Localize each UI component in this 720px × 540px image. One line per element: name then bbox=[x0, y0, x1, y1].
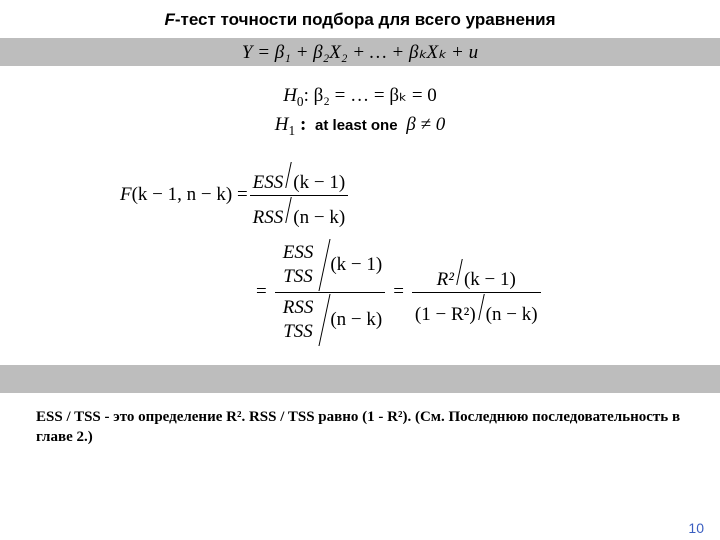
exp-frac-left: ESS TSS (k − 1) RSS TSS (n − k) bbox=[275, 238, 385, 347]
hypotheses-block: H0: β₂ = … = βₖ = 0 H1 : at least one β … bbox=[0, 84, 720, 139]
f-den: RSS (n − k) bbox=[250, 195, 348, 230]
nmk-2: (n − k) bbox=[330, 309, 382, 331]
TSS-2: TSS bbox=[280, 320, 316, 344]
nmk-3: (n − k) bbox=[486, 304, 538, 325]
note-text: ESS / TSS - это определение R². RSS / TS… bbox=[0, 393, 720, 448]
km1-2: (k − 1) bbox=[330, 254, 382, 276]
eq-1: = bbox=[256, 281, 267, 303]
slash-4 bbox=[476, 294, 486, 320]
R2-1: R² bbox=[437, 269, 454, 290]
equation-bar: Y = β₁ + β₂X₂ + … + βₖXₖ + u bbox=[0, 38, 720, 66]
h0-sub: 0 bbox=[297, 94, 304, 109]
exp-den-left: RSS TSS (n − k) bbox=[275, 292, 385, 347]
bigslash-2 bbox=[318, 294, 330, 346]
h0-body: : β₂ = … = βₖ = 0 bbox=[304, 85, 437, 106]
page-title: F-тест точности подбора для всего уравне… bbox=[0, 0, 720, 38]
rsstss-frac: RSS TSS bbox=[280, 296, 317, 344]
title-F: F bbox=[164, 10, 174, 29]
f-frac: ESS (k − 1) RSS (n − k) bbox=[250, 161, 348, 230]
separator-bar bbox=[0, 365, 720, 393]
ESS-1: ESS bbox=[253, 172, 284, 193]
ESS-2: ESS bbox=[280, 241, 317, 265]
F-label: F bbox=[120, 184, 132, 206]
esstss-frac: ESS TSS bbox=[280, 241, 317, 289]
f-expansion-row: = ESS TSS (k − 1) RSS TSS (n − k) = bbox=[120, 238, 720, 347]
h1-tail: β ≠ 0 bbox=[402, 114, 446, 135]
km1-1: (k − 1) bbox=[293, 172, 345, 193]
h1-colon: : bbox=[295, 114, 311, 135]
oneMinusR2: (1 − R²) bbox=[415, 304, 476, 325]
nmk-1: (n − k) bbox=[293, 207, 345, 228]
formula-area: F (k − 1, n − k) = ESS (k − 1) RSS (n − k)… bbox=[0, 161, 720, 347]
slash-2 bbox=[283, 197, 293, 223]
h0-H: H bbox=[283, 85, 297, 106]
h1-line: H1 : at least one β ≠ 0 bbox=[0, 114, 720, 139]
f-num: ESS (k − 1) bbox=[250, 161, 348, 195]
bigslash-1 bbox=[318, 239, 330, 291]
exp-num-left: ESS TSS (k − 1) bbox=[275, 238, 385, 292]
RSS-1: RSS bbox=[253, 207, 284, 228]
h0-line: H0: β₂ = … = βₖ = 0 bbox=[0, 84, 720, 110]
F-args: (k − 1, n − k) = bbox=[132, 184, 248, 206]
exp-frac-right: R² (k − 1) (1 − R²) (n − k) bbox=[412, 258, 541, 327]
TSS-1: TSS bbox=[280, 265, 316, 289]
exp-num-right: R² (k − 1) bbox=[434, 258, 519, 292]
page-number: 10 bbox=[688, 520, 704, 536]
eq-2: = bbox=[393, 281, 404, 303]
km1-3: (k − 1) bbox=[464, 269, 516, 290]
h1-H: H bbox=[275, 114, 289, 135]
exp-den-right: (1 − R²) (n − k) bbox=[412, 292, 541, 327]
h1-atleast: at least one bbox=[315, 117, 398, 134]
slash-3 bbox=[454, 259, 464, 285]
slash-1 bbox=[283, 162, 293, 188]
f-definition-row: F (k − 1, n − k) = ESS (k − 1) RSS (n − k) bbox=[120, 161, 720, 230]
title-rest: -тест точности подбора для всего уравнен… bbox=[175, 10, 556, 29]
RSS-2: RSS bbox=[280, 296, 317, 320]
main-equation: Y = β₁ + β₂X₂ + … + βₖXₖ + u bbox=[242, 41, 478, 64]
